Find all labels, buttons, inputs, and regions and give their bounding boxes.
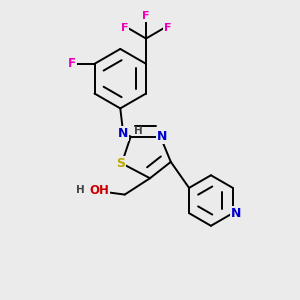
Text: OH: OH [89,184,110,196]
Text: F: F [121,23,128,33]
Text: H: H [134,126,142,136]
Text: N: N [157,130,167,143]
Text: N: N [231,207,241,220]
Text: H: H [76,185,85,195]
Text: F: F [68,57,76,70]
Text: F: F [142,11,150,21]
Text: F: F [164,23,171,33]
Text: N: N [118,127,128,140]
Text: S: S [116,157,125,170]
